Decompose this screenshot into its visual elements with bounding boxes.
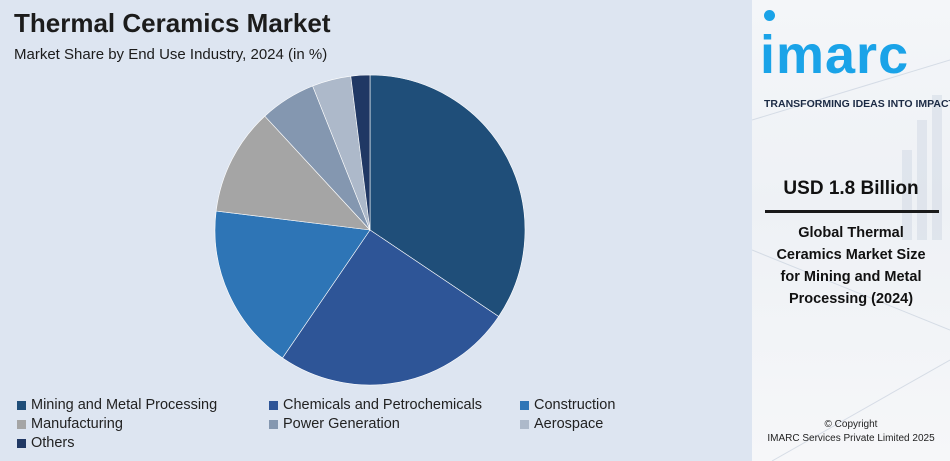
background-decoration <box>752 59 950 461</box>
info-sidebar: imarc TRANSFORMING IDEAS INTO IMPACT USD… <box>752 0 950 461</box>
market-size-description: Global Thermal Ceramics Market Size for … <box>776 225 926 307</box>
chart-title: Thermal Ceramics Market <box>14 8 331 38</box>
logo-wordmark: imarc <box>760 25 910 85</box>
market-size-value: USD 1.8 Billion <box>783 178 919 199</box>
pie-slice-construction <box>214 210 371 359</box>
copyright-line-2: IMARC Services Private Limited 2025 <box>767 433 935 444</box>
divider <box>765 210 939 213</box>
chart-subtitle: Market Share by End Use Industry, 2024 (… <box>14 46 328 63</box>
pie-slice-mining-and-metal-processing <box>369 74 526 317</box>
logo-dot-icon <box>764 10 775 21</box>
copyright-line-1: © Copyright <box>824 419 878 430</box>
chart-panel: Thermal Ceramics Market Market Share by … <box>14 8 616 451</box>
pie-chart <box>214 74 526 386</box>
pie-slice-others <box>350 74 371 231</box>
pie-slice-chemicals-and-petrochemicals <box>282 229 500 386</box>
logo-tagline: TRANSFORMING IDEAS INTO IMPACT <box>764 98 950 110</box>
copyright-notice: © Copyright IMARC Services Private Limit… <box>752 418 950 446</box>
pie-slice-manufacturing <box>215 115 371 231</box>
